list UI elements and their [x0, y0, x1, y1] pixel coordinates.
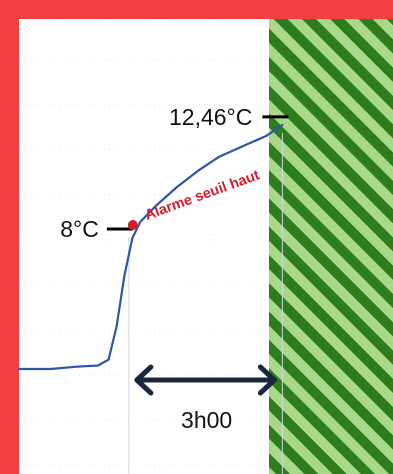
threshold-label: 8°C — [60, 216, 99, 242]
alarm-point — [127, 220, 138, 230]
duration-arrow — [134, 364, 277, 396]
series-line-temperature — [17, 123, 284, 371]
duration-label: 3h00 — [181, 407, 232, 433]
striped-zone — [269, 19, 393, 474]
arrow-head-right — [257, 364, 277, 396]
high-value-label: 12,46°C — [169, 104, 252, 130]
arrow-head-left — [134, 364, 154, 396]
